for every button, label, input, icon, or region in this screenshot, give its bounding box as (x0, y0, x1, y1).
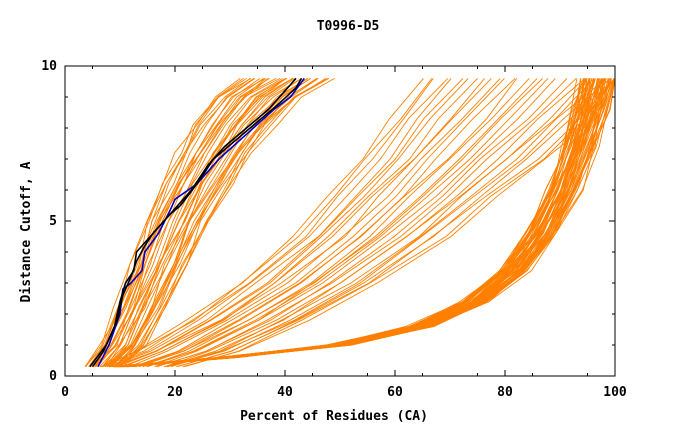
model-curve (110, 78, 590, 368)
y-axis-label: Distance Cutoff, A (19, 161, 34, 302)
model-curve (116, 78, 478, 368)
model-curve (108, 78, 287, 367)
model-curve (90, 78, 252, 367)
model-curve (88, 78, 251, 367)
model-curve (104, 78, 294, 368)
x-tick-label: 100 (603, 385, 627, 400)
model-curve (106, 78, 449, 368)
model-curve (115, 78, 329, 368)
y-tick-label: 5 (49, 214, 57, 229)
model-curve (112, 78, 464, 368)
model-curve (85, 78, 241, 367)
model-curve (116, 78, 469, 368)
model-curve (100, 78, 433, 368)
model-curve (119, 78, 335, 368)
model-curve (95, 78, 277, 367)
x-tick-label: 20 (167, 385, 183, 400)
ticks-layer: 0 20 40 60 80 100 0 5 10 (41, 59, 627, 400)
model-curve (101, 78, 286, 367)
model-curve (84, 78, 244, 368)
model-curve (116, 78, 582, 368)
model-curve (113, 78, 591, 368)
model-curve (129, 78, 501, 368)
model-curve (105, 78, 296, 368)
model-curve (154, 78, 556, 368)
model-curve (118, 78, 594, 368)
chart-title: T0996-D5 (317, 19, 380, 34)
model-curve (176, 78, 616, 368)
model-curve (115, 78, 585, 368)
model-curve (114, 78, 587, 368)
model-curve (114, 78, 311, 368)
model-curve (109, 78, 591, 368)
x-tick-label: 60 (387, 385, 403, 400)
model-curve (114, 78, 591, 368)
model-curve (163, 78, 595, 368)
model-curve (147, 78, 549, 368)
model-curve (106, 78, 288, 367)
x-tick-label: 80 (497, 385, 513, 400)
y-tick-label: 10 (41, 59, 57, 74)
model-curve (146, 78, 538, 368)
model-curve (170, 78, 611, 368)
x-axis-label: Percent of Residues (CA) (240, 409, 428, 424)
model-curve (119, 78, 588, 368)
model-curve (120, 78, 492, 368)
highlight-curve-3 (89, 77, 297, 368)
model-curve (90, 78, 264, 368)
model-curve (134, 78, 516, 368)
model-curve (101, 78, 434, 368)
model-curve (118, 78, 319, 368)
model-curve (138, 78, 530, 368)
model-curve (135, 78, 518, 368)
model-curve (142, 78, 543, 368)
model-curve (101, 78, 424, 368)
series-layer (84, 77, 616, 368)
model-curve (112, 78, 596, 368)
model-curve (166, 78, 588, 368)
model-curve (120, 78, 591, 368)
x-tick-label: 40 (277, 385, 293, 400)
model-curve (156, 78, 577, 368)
model-curve (111, 78, 293, 367)
model-curve (117, 78, 602, 368)
x-tick-label: 0 (61, 385, 69, 400)
model-curve (113, 78, 600, 368)
model-curve (132, 78, 505, 368)
model-curve (124, 78, 616, 368)
model-curve (84, 78, 247, 367)
y-tick-label: 0 (49, 369, 57, 384)
